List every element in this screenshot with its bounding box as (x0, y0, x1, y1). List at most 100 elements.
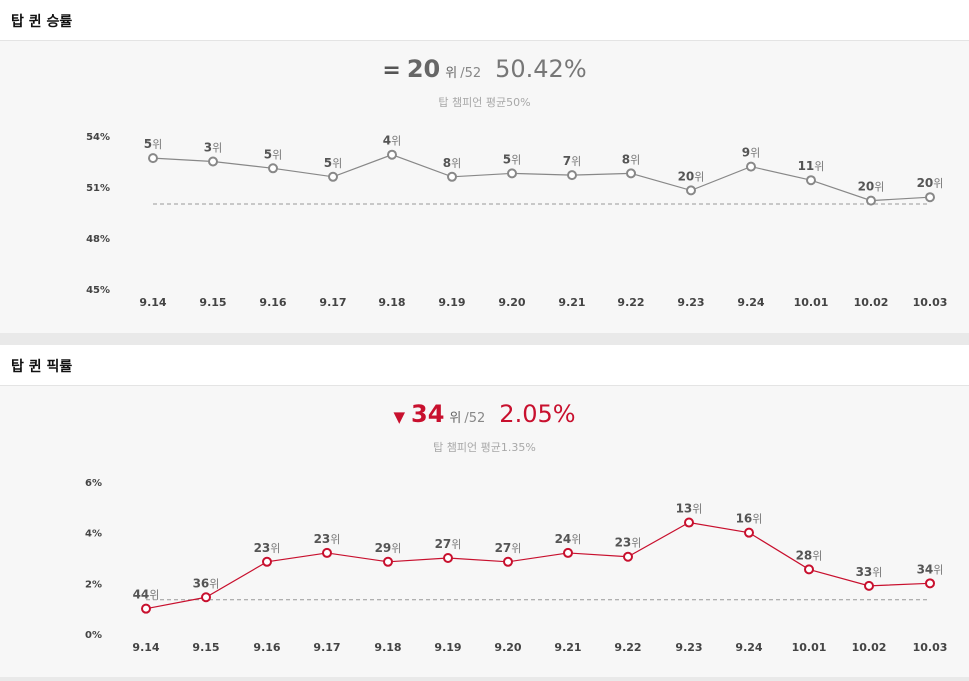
win-rate-x-tick-label: 9.21 (558, 296, 585, 309)
win-rate-data-point[interactable] (686, 185, 696, 196)
win-rate-data-point[interactable] (746, 161, 756, 172)
pick-rate-y-tick-label: 2% (85, 579, 102, 590)
pick-rate-data-point[interactable] (262, 556, 272, 567)
win-rate-rank-label: 11위 (798, 159, 825, 173)
win-rate-x-tick-label: 10.01 (794, 296, 829, 309)
win-rate-rank-label: 5위 (503, 152, 521, 166)
win-rate-y-tick-label: 45% (86, 285, 110, 296)
win-rate-data-point[interactable] (387, 149, 397, 160)
pick-rate-x-tick-label: 9.19 (434, 641, 461, 654)
pick-rate-data-point[interactable] (141, 603, 151, 614)
win-rate-x-tick-label: 9.15 (199, 296, 226, 309)
win-rate-data-point[interactable] (208, 156, 218, 167)
pick-rate-x-tick-label: 9.23 (675, 641, 702, 654)
win-rate-rank-label: 7위 (563, 154, 581, 168)
pick-rate-rank-label: 27위 (495, 541, 522, 555)
win-rate-rank-total: /52 (460, 66, 482, 81)
pick-rate-x-tick-label: 9.17 (313, 641, 340, 654)
pick-rate-data-point[interactable] (925, 578, 935, 589)
pick-rate-average: 탑 챔피언 평균1.35% (433, 441, 536, 454)
pick-rate-data-point[interactable] (744, 527, 754, 538)
win-rate-rank-label: 20위 (917, 176, 944, 190)
pick-rate-series-line (145, 521, 931, 610)
win-rate-x-tick-label: 9.16 (259, 296, 286, 309)
pick-rate-data-point[interactable] (443, 553, 453, 563)
pick-rate-rank-label: 28위 (796, 548, 823, 562)
pick-rate-rank-label: 33위 (856, 565, 883, 579)
win-rate-title: 탑 퀸 승률 (11, 14, 73, 30)
pick-rate-x-tick-label: 9.21 (554, 641, 581, 654)
pick-rate-rank-label: 44위 (133, 588, 160, 602)
win-rate-y-tick-label: 51% (86, 183, 110, 194)
pick-rate-y-tick-label: 6% (85, 478, 102, 489)
win-rate-rank-unit: 위 (445, 66, 458, 81)
pick-rate-x-tick-label: 9.16 (253, 641, 280, 654)
pick-rate-rank-label: 36위 (193, 576, 220, 590)
win-rate-rank-label: 9위 (742, 146, 760, 160)
pick-rate-header: 탑 퀸 픽률 (0, 345, 969, 386)
win-rate-x-tick-label: 9.23 (677, 296, 704, 309)
pick-rate-rank-label: 23위 (254, 541, 281, 555)
pick-rate-y-tick-label: 0% (85, 630, 102, 641)
win-rate-rank-label: 5위 (144, 137, 162, 151)
pick-rate-data-point[interactable] (503, 556, 513, 567)
win-rate-data-point[interactable] (806, 175, 816, 186)
pick-rate-rank-unit: 위 (449, 411, 462, 426)
pick-rate-rank-label: 29위 (375, 541, 402, 555)
win-rate-y-tick-label: 54% (86, 132, 110, 143)
pick-rate-rank-label: 34위 (917, 562, 944, 576)
pick-rate-data-point[interactable] (804, 564, 814, 575)
pick-rate-title: 탑 퀸 픽률 (11, 359, 73, 375)
pick-rate-panel: 탑 퀸 픽률 ▼ 34 위/52 2.05% 탑 챔피언 평균1.35% 6% 4% 2%… (0, 345, 969, 677)
win-rate-data-point[interactable] (507, 168, 517, 179)
rank-down-icon: ▼ (393, 408, 405, 426)
win-rate-data-point[interactable] (148, 153, 158, 164)
pick-rate-rank: 34 (411, 400, 445, 428)
win-rate-data-point[interactable] (328, 171, 338, 182)
pick-rate-rank-label: 23위 (314, 532, 341, 546)
pick-rate-data-point[interactable] (201, 592, 211, 603)
pick-rate-data-point[interactable] (864, 580, 874, 591)
win-rate-summary: = 20 위/52 50.42% (0, 55, 969, 83)
pick-rate-x-tick-label: 9.15 (192, 641, 219, 654)
pick-rate-x-tick-label: 9.20 (494, 641, 521, 654)
rank-unchanged-icon: = (382, 58, 401, 83)
win-rate-data-point[interactable] (447, 171, 457, 182)
bottom-border (0, 677, 969, 681)
pick-rate-data-point[interactable] (623, 551, 633, 562)
win-rate-data-point[interactable] (567, 170, 577, 181)
win-rate-x-tick-label: 9.14 (139, 296, 166, 309)
pick-rate-data-point[interactable] (383, 556, 393, 567)
win-rate-rank-label: 20위 (678, 169, 705, 183)
pick-rate-data-point[interactable] (684, 517, 694, 528)
win-rate-chart: 54% 51% 48% 45% 5위 3위 5위 5위 4위 8위 5위 7위 8위 20위 9위 11위 20… (86, 132, 948, 309)
win-rate-average: 탑 챔피언 평균50% (438, 96, 531, 109)
win-rate-x-tick-label: 10.02 (854, 296, 889, 309)
win-rate-x-tick-label: 9.20 (498, 296, 525, 309)
pick-rate-data-point[interactable] (563, 547, 573, 558)
pick-rate-x-tick-label: 10.03 (913, 641, 948, 654)
win-rate-data-point[interactable] (626, 168, 636, 179)
win-rate-data-point[interactable] (866, 195, 876, 206)
win-rate-rank-label: 3위 (204, 141, 222, 155)
win-rate-x-tick-label: 9.19 (438, 296, 465, 309)
win-rate-value: 50.42% (495, 55, 587, 83)
win-rate-rank-label: 8위 (622, 152, 640, 166)
win-rate-x-tick-label: 9.24 (737, 296, 764, 309)
pick-rate-rank-label: 13위 (676, 502, 703, 516)
win-rate-data-point[interactable] (925, 192, 935, 203)
pick-rate-chart: 6% 4% 2% 0% 44위 36위 23위 23위 29위 27위 27위 24위 23위 13위 16… (85, 478, 948, 654)
pick-rate-summary: ▼ 34 위/52 2.05% (0, 400, 969, 428)
win-rate-data-point[interactable] (268, 163, 278, 174)
win-rate-panel: 탑 퀸 승률 = 20 위/52 50.42% 탑 챔피언 평균50% 54% 51% 4… (0, 0, 969, 333)
pick-rate-data-point[interactable] (322, 547, 332, 558)
pick-rate-x-tick-label: 9.18 (374, 641, 401, 654)
pick-rate-rank-label: 24위 (555, 532, 582, 546)
pick-rate-rank-label: 27위 (435, 537, 462, 551)
win-rate-rank-label: 8위 (443, 156, 461, 170)
panel-separator (0, 333, 969, 345)
win-rate-x-tick-label: 10.03 (913, 296, 948, 309)
win-rate-y-tick-label: 48% (86, 234, 110, 245)
pick-rate-rank-total: /52 (464, 411, 486, 426)
pick-rate-x-tick-label: 10.01 (792, 641, 827, 654)
